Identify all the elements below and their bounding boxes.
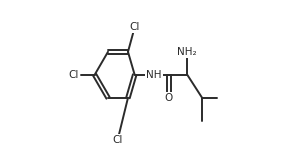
Text: NH₂: NH₂ [178, 47, 197, 57]
Text: NH: NH [146, 70, 162, 80]
Text: O: O [165, 93, 173, 103]
Text: Cl: Cl [112, 135, 123, 145]
Text: Cl: Cl [68, 70, 78, 80]
Text: Cl: Cl [129, 22, 140, 32]
